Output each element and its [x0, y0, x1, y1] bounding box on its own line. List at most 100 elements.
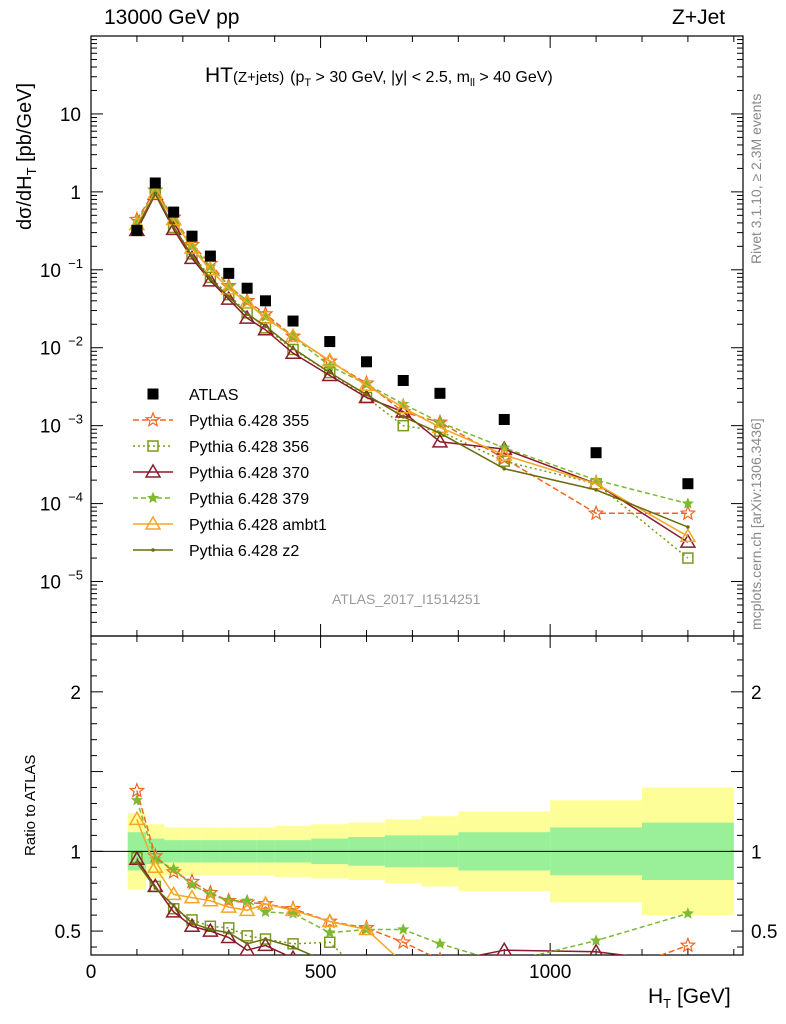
y-axis-label-sub: T	[24, 167, 39, 176]
legend-marker	[144, 515, 162, 530]
atlas-point	[590, 447, 602, 459]
ratio-tick-label-right: 0.5	[751, 922, 777, 943]
series-ambt1-ratio-point	[146, 858, 164, 874]
series-p370-point	[183, 249, 201, 265]
x-axis-label-sub: T	[663, 996, 672, 1012]
atlas-point	[434, 387, 446, 399]
series-z2-point	[594, 488, 598, 492]
series-p379-ratio-point	[433, 937, 446, 950]
series-p356-ratio-point	[398, 974, 408, 984]
ratio-tick-label-right: 1	[751, 842, 762, 863]
series-p370-line	[136, 192, 689, 543]
atlas-point	[241, 282, 253, 294]
y-tick-exponent: −1	[68, 256, 83, 271]
series-p355-ratio-point	[165, 863, 182, 880]
series-p356-point	[682, 552, 694, 564]
y-tick-label: 1	[70, 183, 81, 204]
series-p356-point	[498, 455, 510, 467]
y-tick-label: 10	[40, 261, 61, 282]
series-p379-point	[681, 497, 694, 509]
series-z2-ratio-point	[226, 930, 231, 935]
series-ambt1-ratio-line	[136, 819, 396, 955]
series-z2-point	[438, 431, 442, 436]
series-z2-ratio-point	[686, 961, 690, 965]
y-tick-exponent: −5	[68, 568, 83, 583]
y-tick-exponent: −3	[68, 412, 83, 427]
series-z2-ratio-point	[594, 961, 598, 965]
series-p379-ratio-point	[323, 926, 336, 938]
series-ambt1-ratio-point	[358, 920, 375, 936]
series-p370-ratio-point	[183, 917, 201, 933]
atlas-point	[324, 336, 336, 348]
legend-label: Pythia 6.428 370	[189, 465, 309, 482]
y-tick-label: 10	[40, 573, 61, 594]
series-p370-ratio-point	[496, 941, 512, 955]
series-p355-point	[284, 327, 302, 344]
atlas-point	[131, 224, 143, 236]
series-p356-ratio-point	[324, 936, 336, 948]
series-z2-main	[135, 191, 690, 529]
series-p370-ratio-point	[402, 954, 404, 955]
series-ambt1-line	[136, 192, 689, 537]
series-ambt1-ratio-point	[503, 954, 505, 955]
legend-marker	[151, 548, 155, 552]
series-ambt1-point	[238, 294, 256, 309]
series-z2-point	[364, 392, 369, 397]
atlas-point	[149, 177, 161, 189]
atlas-point	[168, 206, 180, 218]
y-axis-label: dσ/dHT [pb/GeV]	[14, 83, 39, 230]
series-ambt1-ratio-point	[595, 954, 597, 955]
series-ambt1-point	[220, 280, 238, 295]
legend-label: Pythia 6.428 356	[189, 439, 309, 456]
atlas-point	[360, 356, 372, 368]
series-p356-ratio-point	[499, 974, 509, 984]
series-p379-ratio-point	[589, 934, 603, 946]
series-z2-point	[208, 277, 213, 281]
analysis-id: ATLAS_2017_I1514251	[332, 591, 481, 607]
series-p370-ratio-point	[257, 936, 274, 952]
series-ambt1-ratio-point	[687, 954, 689, 955]
plot-title-cuts-3: > 40 GeV)	[474, 69, 553, 86]
series-z2-ratio-line	[136, 862, 314, 955]
series-z2-point	[153, 191, 158, 196]
series-ambt1-point	[257, 309, 274, 324]
series-ambt1-ratio-point	[128, 810, 146, 826]
series-z2-point	[686, 525, 690, 529]
series-p355-point	[587, 504, 605, 521]
series-z2-point	[327, 370, 332, 375]
series-p356-ratio-point	[186, 914, 198, 926]
series-z2-ratio-point	[171, 903, 176, 908]
series-ambt1-ratio-point	[321, 913, 339, 928]
series-p370-ratio	[128, 850, 689, 955]
series-p356-ratio-point	[259, 933, 272, 945]
atlas-point	[223, 267, 235, 279]
atlas-point	[287, 315, 299, 327]
series-p356-ratio-point	[683, 974, 693, 984]
legend-label: Pythia 6.428 355	[189, 413, 309, 430]
series-p356-ratio-point	[435, 974, 445, 984]
legend-label: Pythia 6.428 z2	[189, 543, 299, 560]
series-p356-ratio-line	[136, 857, 344, 955]
series-p356-ratio-point	[361, 974, 371, 984]
series-z2-ratio-point	[263, 937, 268, 941]
series-p370-ratio-point	[589, 943, 603, 955]
series-ambt1-ratio-point	[402, 954, 404, 955]
series-p370-point	[284, 344, 302, 359]
series-z2-line	[136, 192, 689, 528]
legend-atlas-marker	[147, 388, 159, 400]
x-axis-label-main: H	[648, 985, 664, 1008]
series-p370-point	[431, 433, 449, 448]
series-p379-ratio-point	[500, 958, 510, 967]
header-right: Z+Jet	[672, 6, 726, 29]
series-z2-ratio-point	[401, 961, 405, 965]
series-z2-ratio-point	[135, 860, 139, 865]
series-ambt1-point	[202, 261, 219, 276]
series-p356-ratio-point	[241, 930, 253, 942]
y-tick-exponent: −2	[68, 334, 83, 349]
series-z2-point	[171, 224, 176, 229]
ratio-tick-label-right: 2	[751, 683, 762, 704]
series-p370-point	[495, 440, 513, 455]
series-p370-ratio-point	[128, 850, 146, 866]
series-p356-ratio-point	[287, 938, 299, 950]
